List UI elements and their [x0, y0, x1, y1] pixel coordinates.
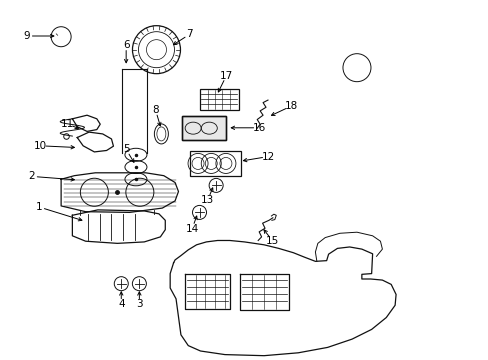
Bar — [182, 116, 225, 140]
Text: 16: 16 — [252, 123, 265, 133]
Text: 2: 2 — [28, 171, 35, 181]
Text: 13: 13 — [201, 195, 214, 205]
Bar — [182, 116, 225, 140]
Text: 11: 11 — [61, 119, 74, 129]
Text: 9: 9 — [23, 31, 30, 41]
Bar — [189, 151, 240, 176]
Text: 17: 17 — [219, 71, 233, 81]
Text: 18: 18 — [284, 101, 297, 111]
Text: 4: 4 — [118, 299, 124, 309]
Text: 1: 1 — [36, 202, 42, 212]
Text: 6: 6 — [122, 40, 129, 50]
Text: 3: 3 — [136, 299, 142, 309]
Text: 7: 7 — [186, 29, 193, 39]
Text: 5: 5 — [122, 144, 129, 154]
Bar — [182, 116, 225, 140]
Text: 12: 12 — [261, 152, 274, 162]
Text: 15: 15 — [265, 236, 279, 246]
Text: 8: 8 — [152, 105, 159, 115]
Text: 14: 14 — [185, 224, 199, 234]
Bar — [199, 89, 238, 110]
Text: 10: 10 — [34, 141, 47, 151]
